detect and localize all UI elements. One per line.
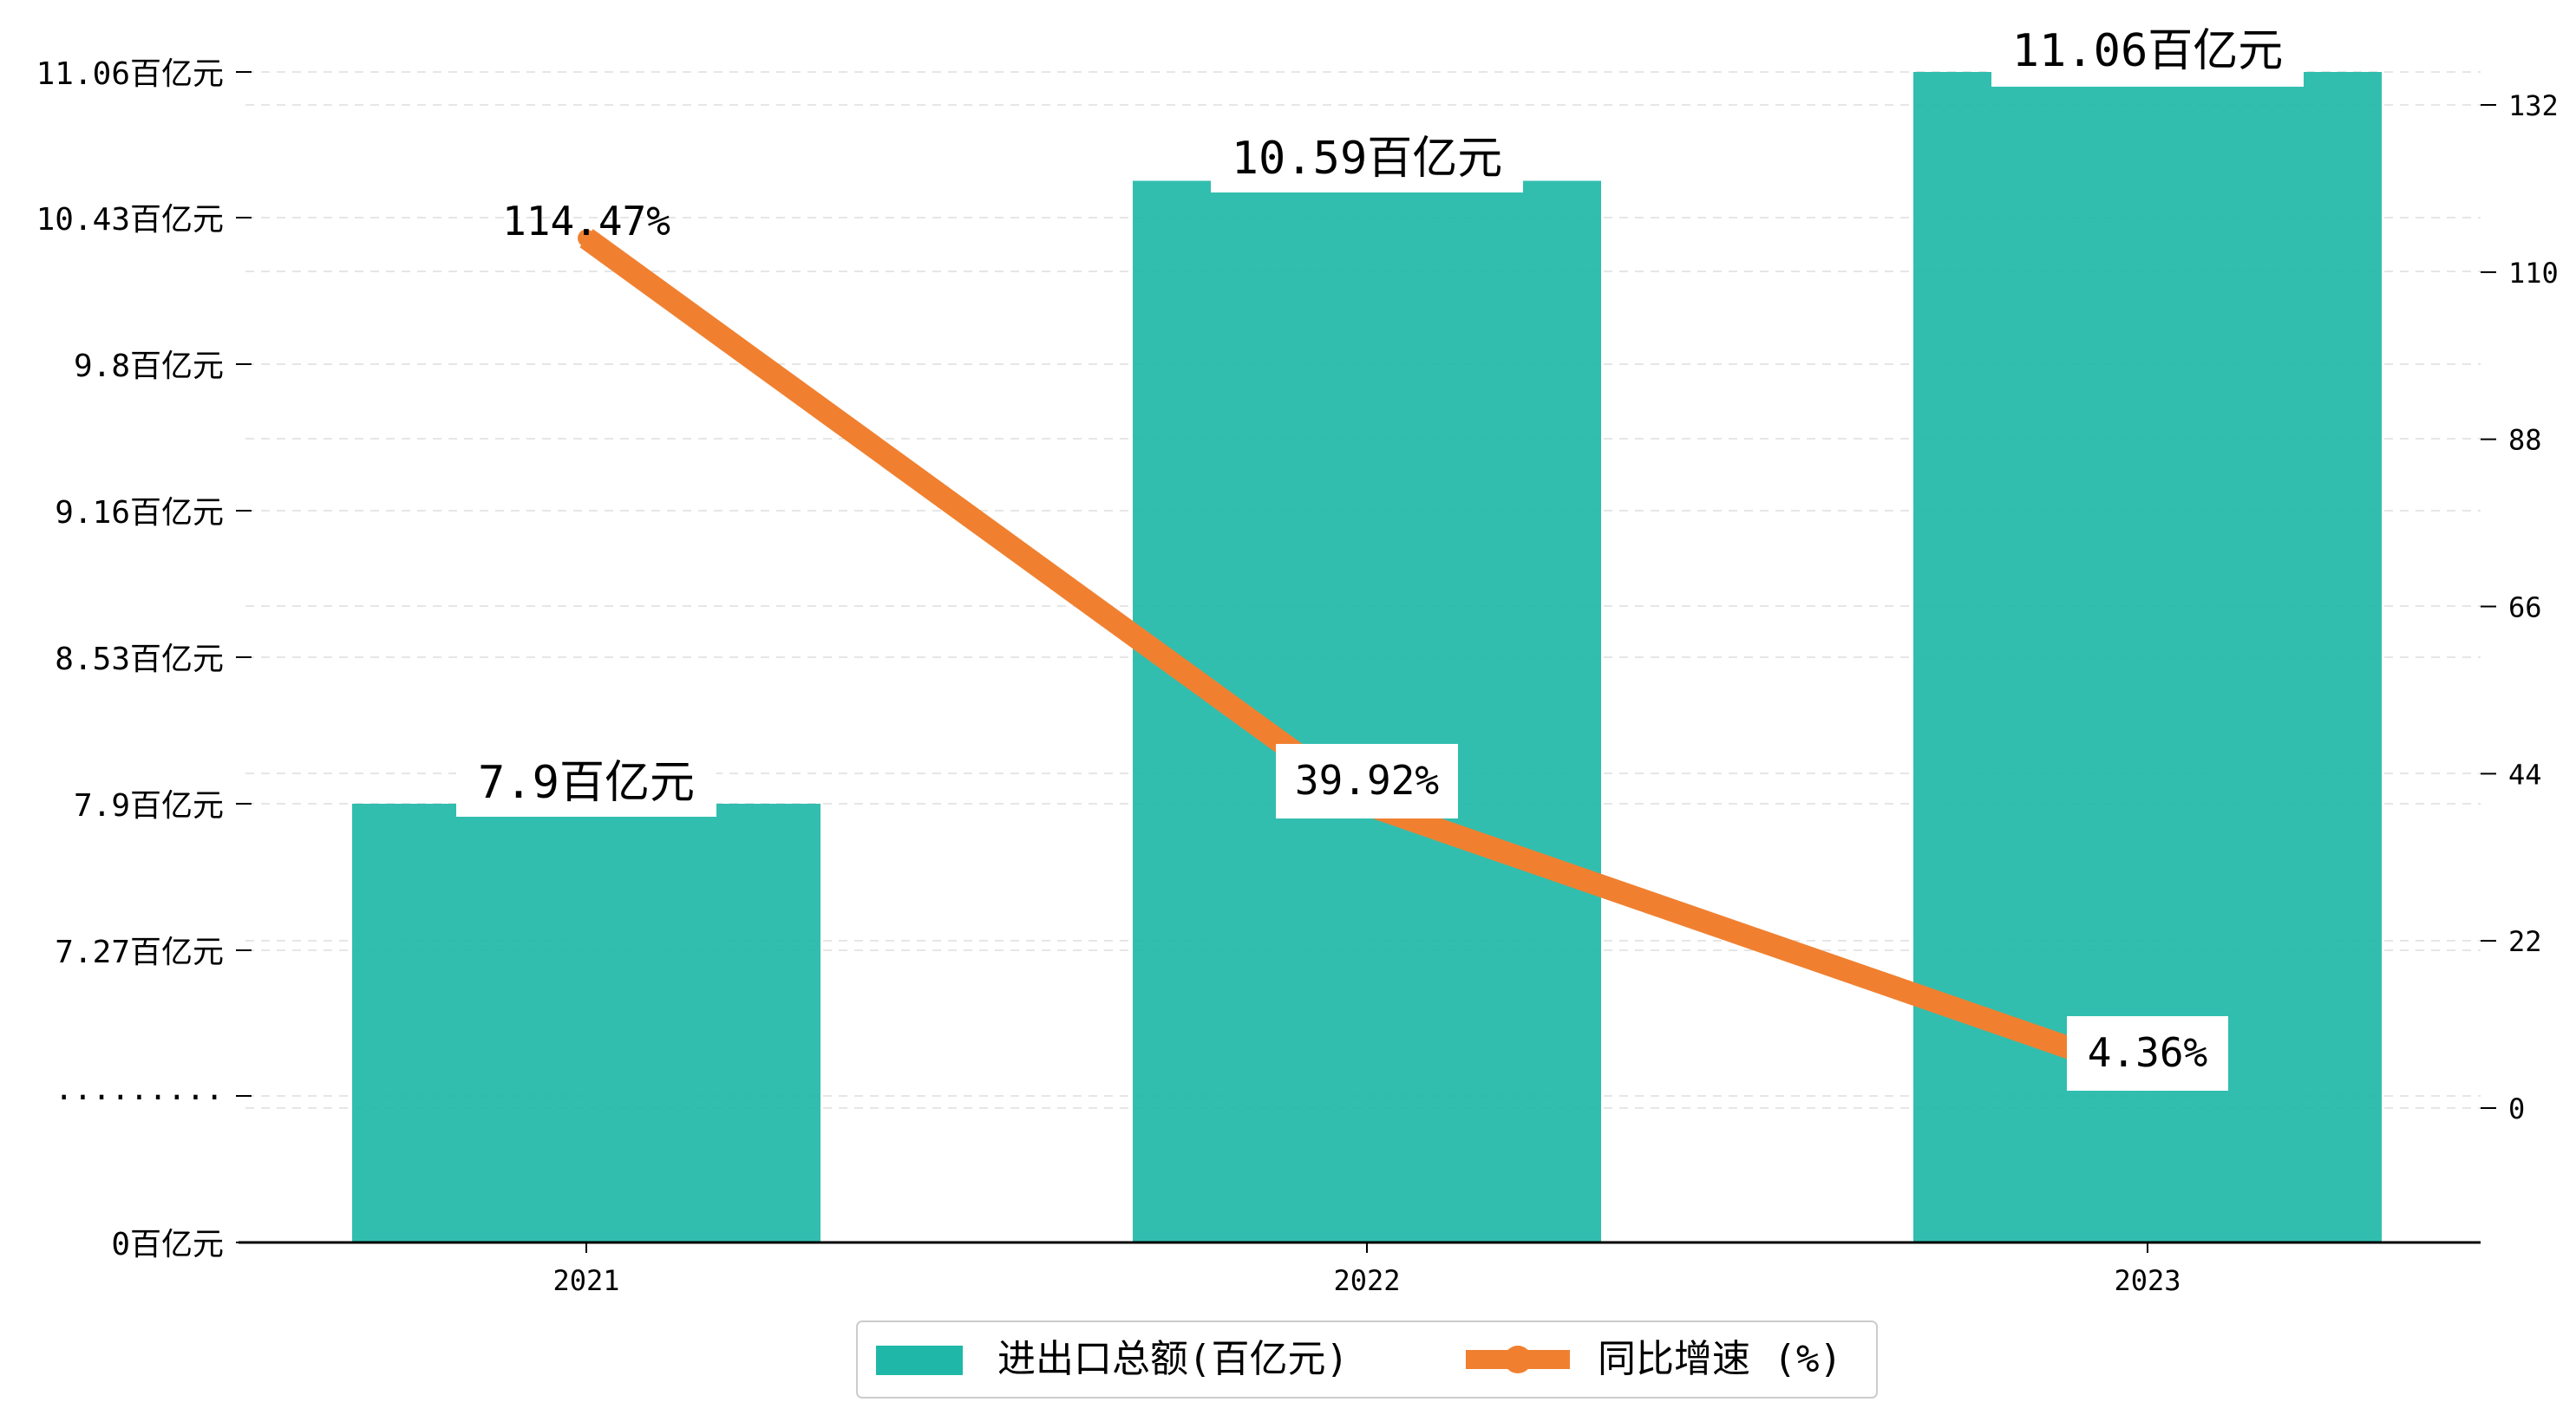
left-tick-label: 0百亿元 — [111, 1227, 224, 1262]
line-value-label: 4.36% — [2067, 1016, 2228, 1091]
legend-label-line: 同比增速 (%) — [1598, 1337, 1842, 1381]
left-tick-label: ········· — [55, 1080, 224, 1116]
line-value-label-bg — [1276, 744, 1458, 818]
axis-layer: 2021 2022 2023 0百亿元 ········· 7.27百亿元 7.9百亿元 8.… — [36, 56, 2559, 1297]
legend-swatch-bar — [876, 1346, 963, 1375]
right-tick-label: 132 — [2508, 89, 2559, 122]
bar-value-label: 7.9百亿元 — [456, 747, 716, 817]
line-value-label: 39.92% — [1276, 744, 1458, 818]
line-value-label-text: 4.36% — [2088, 1029, 2207, 1076]
bar-2022 — [1133, 180, 1601, 1243]
line-value-label-bg — [2067, 1016, 2228, 1091]
legend-box — [856, 1320, 1878, 1399]
left-tick-label: 11.06百亿元 — [36, 56, 224, 92]
left-tick-label: 9.8百亿元 — [74, 349, 224, 384]
bar-value-label-bg — [1991, 16, 2304, 87]
right-tick-label: 88 — [2508, 424, 2542, 457]
left-tick-label: 7.9百亿元 — [74, 788, 224, 824]
bar-2021 — [352, 804, 821, 1242]
right-tick-label: 66 — [2508, 591, 2542, 624]
legend-marker-line — [1504, 1346, 1532, 1373]
right-tick-label: 22 — [2508, 925, 2542, 958]
bar-value-label-text: 11.06百亿元 — [2012, 25, 2284, 77]
bar-value-label-bg — [1211, 123, 1523, 192]
right-tick-label: 44 — [2508, 758, 2542, 791]
left-tick-label: 9.16百亿元 — [55, 495, 224, 531]
bar-value-label: 10.59百亿元 — [1211, 123, 1523, 192]
left-tick-label: 8.53百亿元 — [55, 642, 224, 677]
bar-value-label-text: 7.9百亿元 — [478, 757, 695, 809]
bar-value-label-bg — [456, 747, 716, 817]
x-tick-label: 2023 — [2114, 1264, 2180, 1297]
x-tick-label: 2022 — [1333, 1264, 1400, 1297]
left-tick-label: 7.27百亿元 — [55, 935, 224, 970]
right-tick-label: 110 — [2508, 257, 2559, 290]
line-value-label-text: 114.47% — [502, 198, 670, 245]
bar-value-label-text: 10.59百亿元 — [1232, 133, 1503, 185]
bar-value-label: 11.06百亿元 — [1991, 16, 2304, 87]
line-value-label-text: 39.92% — [1295, 757, 1439, 804]
x-tick-label: 2021 — [552, 1264, 619, 1297]
legend: 进出口总额(百亿元) 同比增速 (%) — [856, 1320, 1878, 1399]
left-tick-label: 10.43百亿元 — [36, 202, 224, 238]
growth-point-2021 — [578, 229, 595, 247]
label-layer: 7.9百亿元 10.59百亿元 11.06百亿元 114.47% 39.92% 4.36% — [456, 16, 2304, 1091]
right-tick-label: 0 — [2508, 1092, 2525, 1125]
line-value-label: 114.47% — [502, 198, 670, 245]
legend-label-bar: 进出口总额(百亿元) — [997, 1337, 1349, 1381]
